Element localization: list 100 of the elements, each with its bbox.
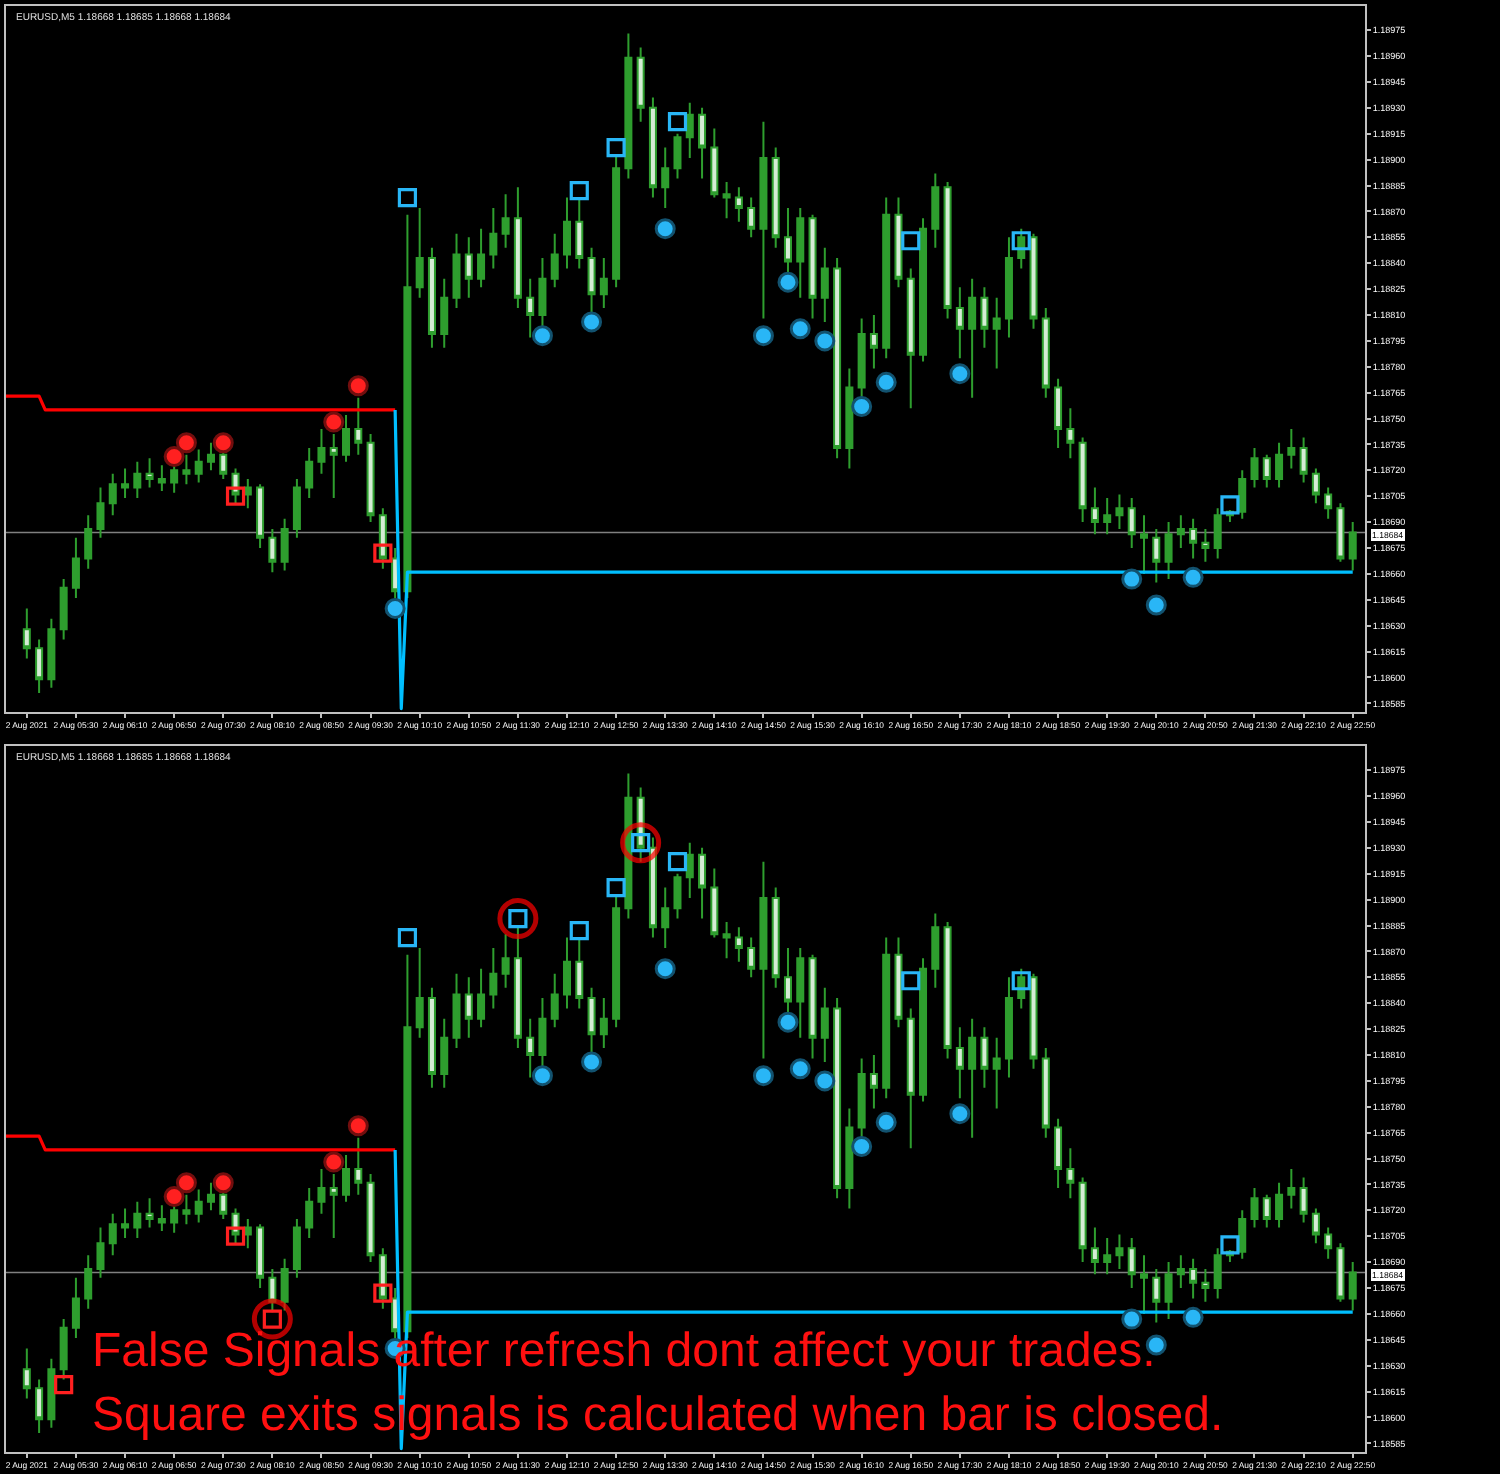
candlestick (1041, 307, 1050, 399)
candlestick (1311, 1207, 1320, 1245)
candlestick (1140, 1254, 1149, 1315)
candlestick (820, 246, 829, 323)
candlestick (722, 921, 731, 960)
candlestick (747, 196, 756, 239)
candlestick (882, 196, 891, 360)
candlestick (636, 46, 645, 123)
candlestick (1115, 493, 1124, 531)
point (875, 371, 897, 393)
candlestick (1041, 1047, 1050, 1139)
point (814, 330, 836, 352)
point (1121, 568, 1143, 590)
candlestick (968, 277, 977, 399)
candlestick (845, 367, 854, 470)
candlestick (526, 277, 535, 339)
candlestick (464, 976, 473, 1039)
candlestick (1336, 1242, 1345, 1303)
candlestick (427, 246, 436, 349)
candlestick (955, 286, 964, 360)
candlestick (1078, 1176, 1087, 1264)
point (1121, 1308, 1143, 1330)
point (373, 543, 393, 563)
candlestick (1066, 407, 1075, 460)
candlestick (305, 1186, 314, 1239)
candlestick (47, 1357, 56, 1429)
candlestick (427, 986, 436, 1089)
point (347, 1115, 369, 1137)
candlestick (1152, 528, 1161, 584)
point (163, 446, 185, 468)
candlestick (206, 1181, 215, 1212)
candlestick (538, 257, 547, 330)
point (851, 1135, 873, 1157)
point (54, 1375, 74, 1395)
candlestick (734, 926, 743, 963)
candlestick (526, 1017, 535, 1079)
candlestick (857, 1057, 866, 1139)
candlestick (906, 267, 915, 410)
candlestick (722, 181, 731, 220)
candlestick (501, 933, 510, 989)
point (1011, 971, 1031, 991)
point (581, 311, 603, 333)
candlestick (906, 1007, 915, 1150)
candlestick (366, 433, 375, 524)
candlestick (685, 101, 694, 159)
candlestick (305, 446, 314, 499)
candlestick (317, 427, 326, 475)
candlestick (243, 1217, 252, 1250)
candlestick (661, 146, 670, 209)
candlestick (378, 507, 387, 570)
candlestick (562, 936, 572, 1010)
candlestick (673, 872, 682, 920)
candlestick (317, 1167, 326, 1215)
candlestick (992, 1036, 1001, 1110)
candlestick (869, 313, 878, 370)
candlestick (624, 32, 633, 180)
candlestick (1275, 1181, 1284, 1229)
candlestick (1299, 436, 1308, 484)
point (949, 363, 971, 385)
candlestick (47, 617, 56, 689)
point (789, 318, 811, 340)
candlestick (1287, 1167, 1296, 1210)
candlestick (280, 517, 289, 572)
candlestick (378, 1247, 387, 1310)
candlestick (1004, 236, 1013, 339)
point (175, 1172, 197, 1194)
candlestick (710, 867, 719, 939)
candlestick (452, 232, 461, 310)
candlestick (661, 886, 670, 949)
candlestick (1201, 528, 1210, 563)
candlestick (869, 1053, 878, 1110)
candlestick (219, 1188, 228, 1220)
candlestick (513, 926, 522, 1050)
candlestick (354, 396, 363, 456)
point (569, 921, 589, 941)
candlestick (219, 448, 228, 480)
point (323, 1151, 345, 1173)
candlestick (1262, 1193, 1271, 1229)
candlestick (415, 946, 424, 1039)
point (901, 231, 921, 251)
candlestick (894, 936, 903, 1029)
candlestick (1127, 1236, 1136, 1290)
point (606, 877, 626, 898)
point (777, 1011, 799, 1033)
candlestick (1103, 496, 1112, 536)
point (581, 1051, 603, 1073)
candlestick (1189, 517, 1198, 560)
point (1220, 495, 1240, 515)
candlestick (845, 1107, 854, 1210)
candlestick (1115, 1233, 1124, 1271)
candlestick (1090, 486, 1099, 536)
candlestick (599, 257, 608, 310)
candlestick (1311, 467, 1320, 505)
candlestick (1189, 1257, 1198, 1300)
candlestick (1262, 453, 1271, 489)
point (654, 218, 676, 240)
point (373, 1283, 393, 1303)
candlestick (268, 528, 277, 574)
candlestick (562, 196, 572, 270)
point (875, 1111, 897, 1133)
